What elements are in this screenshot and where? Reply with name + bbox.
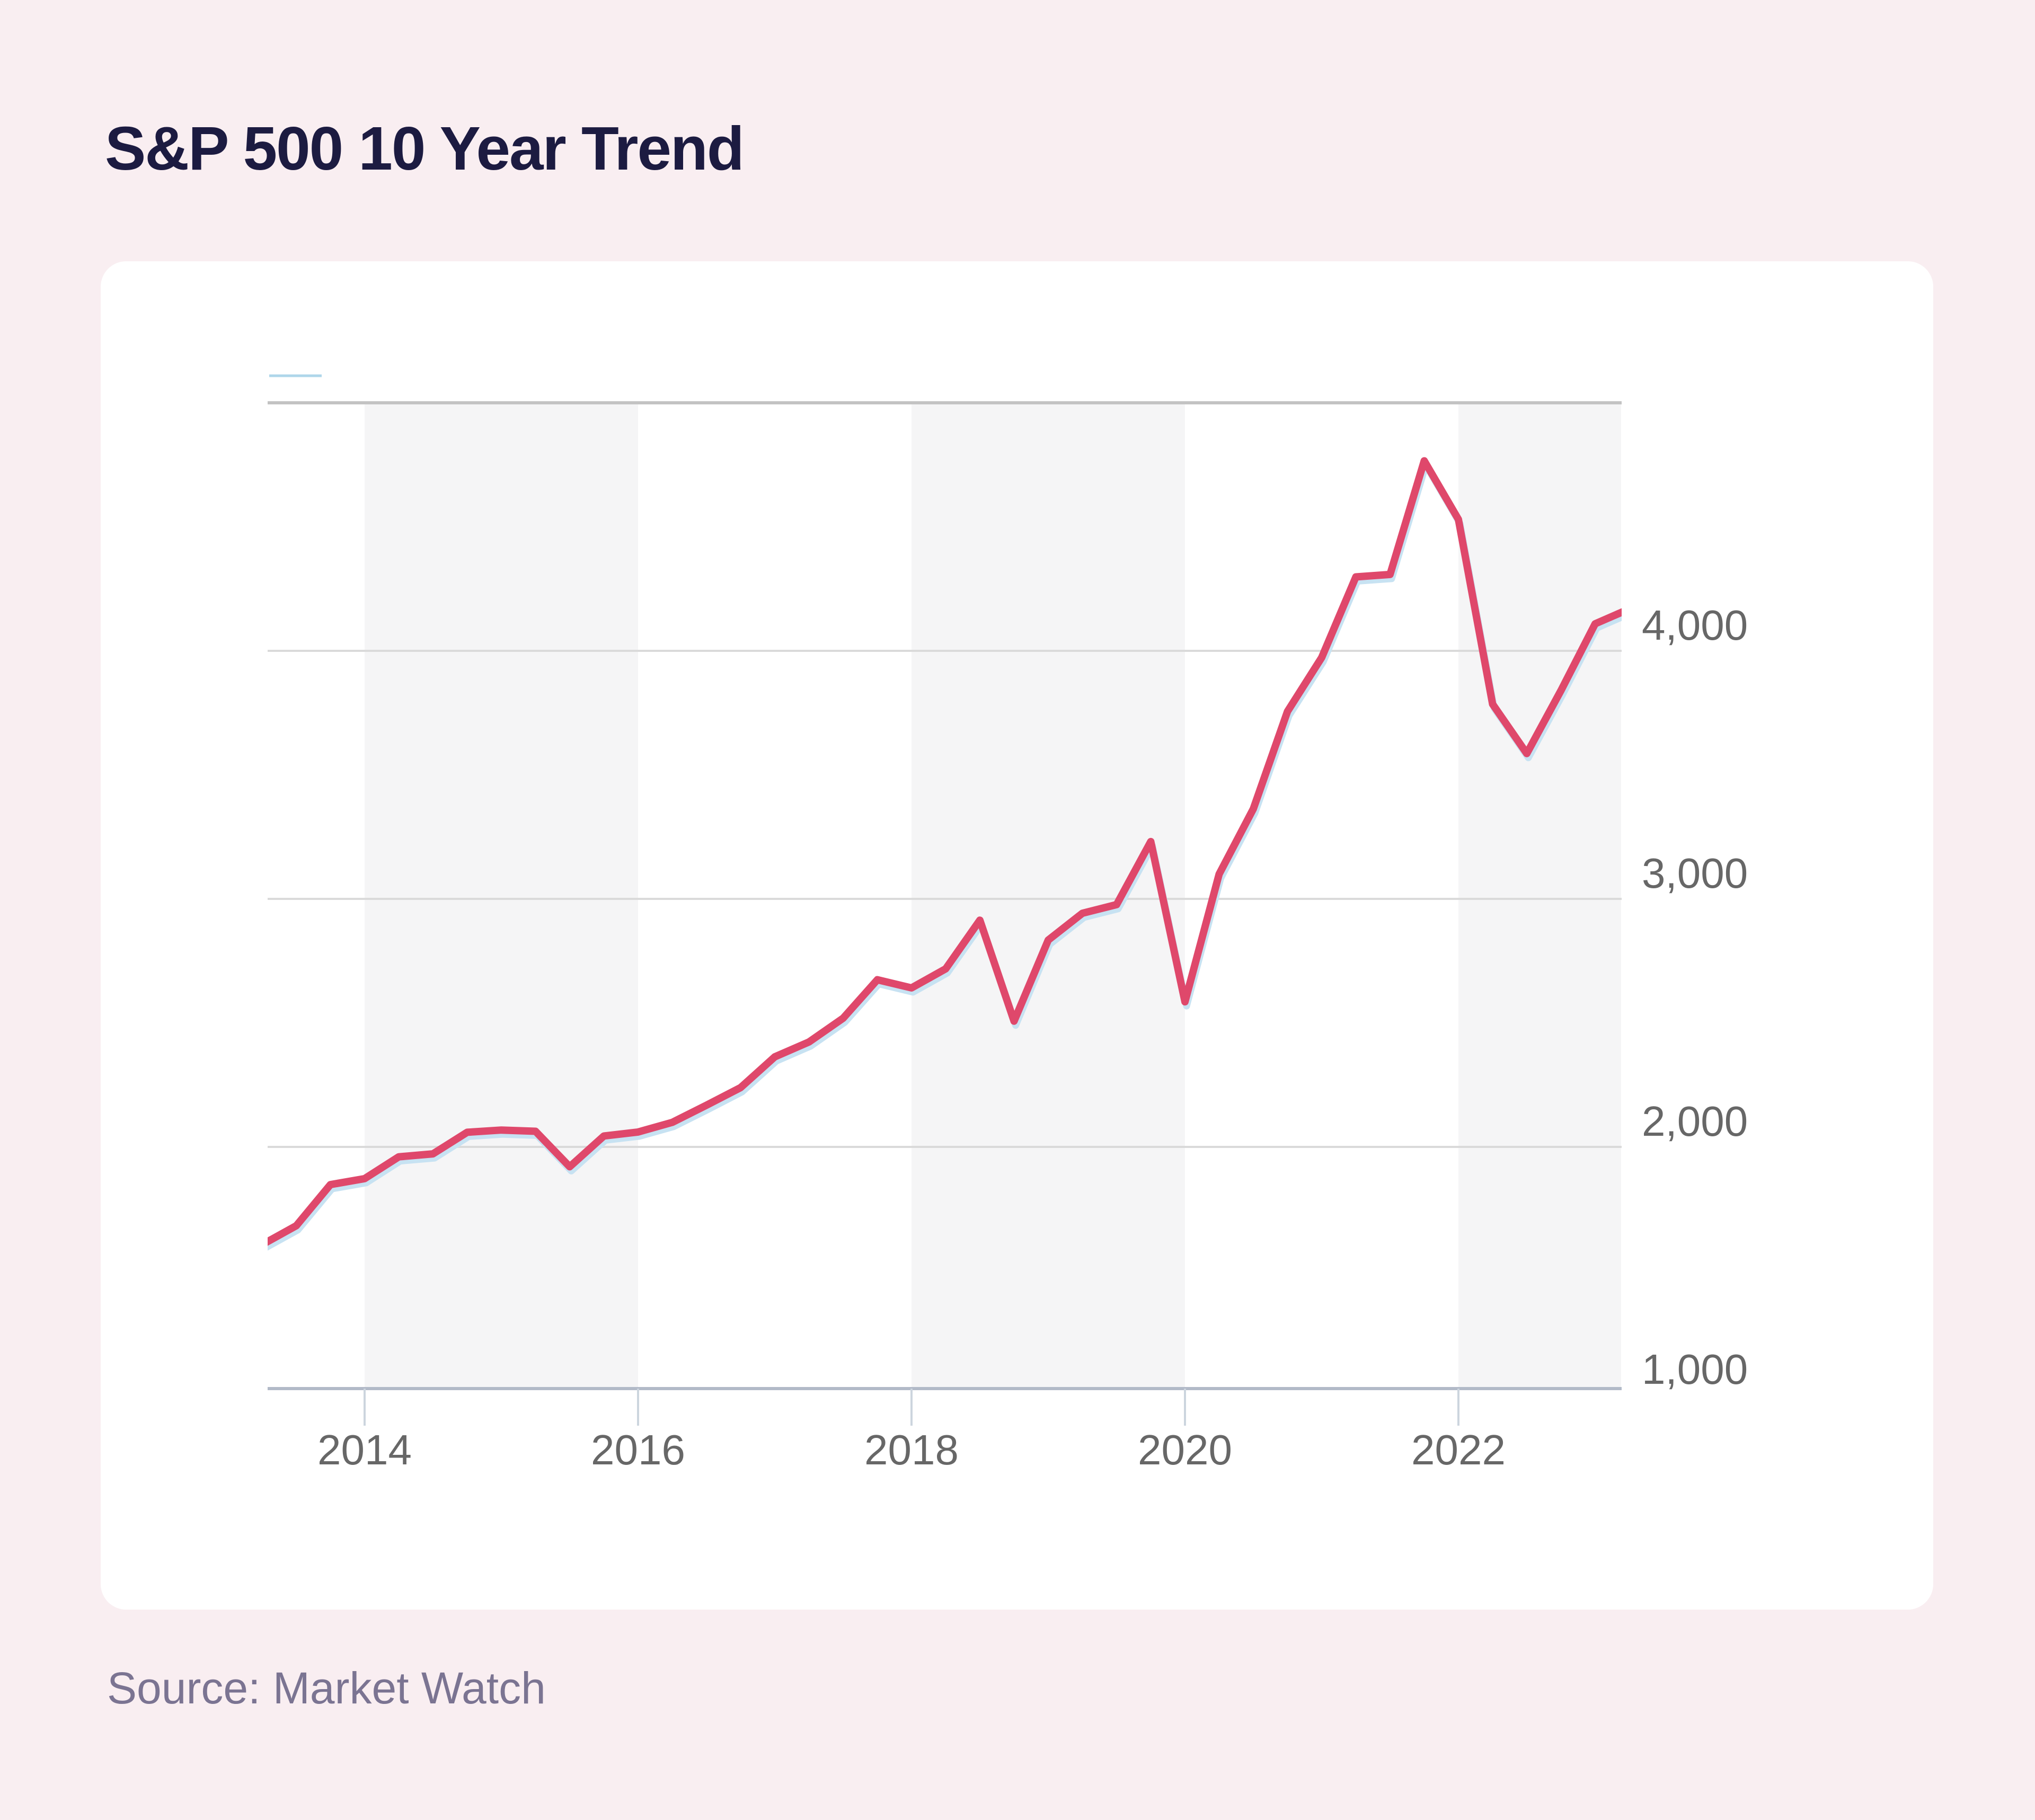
stripe-band: [1458, 403, 1622, 1389]
source-caption: Source: Market Watch: [107, 1663, 546, 1713]
year-stripe-bands: [365, 403, 1622, 1389]
x-axis-label-2014: 2014: [317, 1426, 412, 1473]
series-lines: [268, 457, 1622, 1251]
stripe-band: [912, 403, 1185, 1389]
y-axis-label-2000: 2,000: [1642, 1098, 1748, 1145]
x-axis-label-2016: 2016: [591, 1426, 685, 1473]
x-axis-label-2018: 2018: [864, 1426, 959, 1473]
stripe-band: [365, 403, 638, 1389]
horizontal-gridlines: [268, 401, 1622, 1148]
x-axis-label-2020: 2020: [1138, 1426, 1232, 1473]
page-title: S&P 500 10 Year Trend: [105, 114, 745, 183]
y-axis-label-4000: 4,000: [1642, 602, 1748, 649]
axis-labels: 2014 2016 2018 2020 2022 1,000 2,000 3,000 4,000: [317, 602, 1748, 1473]
y-axis-label-1000: 1,000: [1642, 1346, 1748, 1393]
x-axis: [268, 1387, 1622, 1426]
x-axis-label-2022: 2022: [1411, 1426, 1506, 1473]
y-axis-label-3000: 3,000: [1642, 850, 1748, 897]
series-line-sp500: [268, 457, 1622, 1246]
